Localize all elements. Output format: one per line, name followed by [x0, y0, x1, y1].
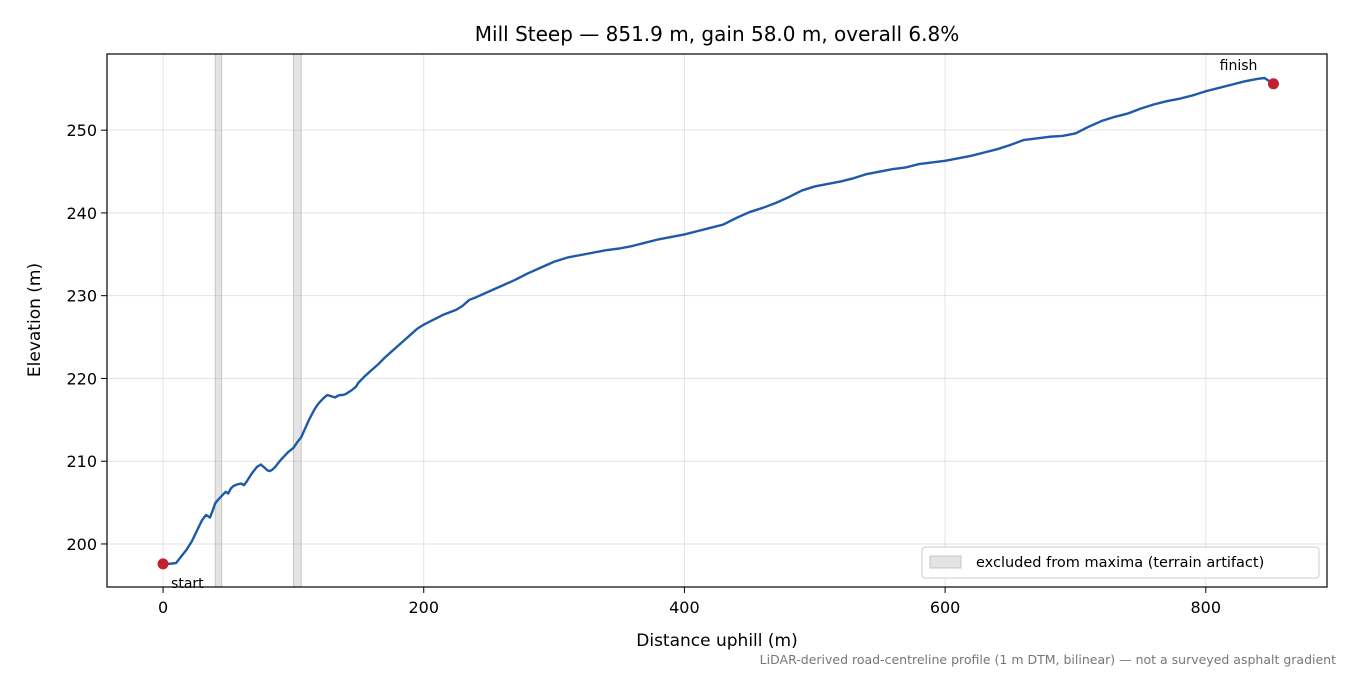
legend: excluded from maxima (terrain artifact) — [921, 546, 1320, 579]
y-axis-label: Elevation (m) — [25, 263, 45, 377]
grid-lines — [107, 54, 1327, 587]
chart-title: Mill Steep — 851.9 m, gain 58.0 m, overa… — [475, 22, 959, 46]
x-tick-label: 400 — [669, 598, 700, 617]
x-tick-label: 200 — [408, 598, 439, 617]
start-label: start — [171, 576, 204, 592]
axis-ticks: 0 200 400 600 800 200 210 220 230 240 250 — [66, 121, 1221, 617]
excluded-band-2 — [292, 53, 302, 588]
elevation-line-layer — [161, 76, 1275, 566]
footnote: LiDAR-derived road-centreline profile (1… — [760, 652, 1336, 667]
excluded-band-1 — [214, 53, 223, 588]
finish-label: finish — [1220, 58, 1258, 74]
endpoint-markers: start finish — [157, 58, 1279, 592]
legend-label: excluded from maxima (terrain artifact) — [976, 555, 1264, 571]
x-tick-label: 600 — [930, 598, 961, 617]
x-tick-label: 0 — [158, 598, 168, 617]
y-tick-label: 220 — [66, 369, 97, 388]
y-tick-label: 210 — [66, 452, 97, 471]
x-axis-label: Distance uphill (m) — [636, 631, 797, 651]
y-tick-label: 240 — [66, 204, 97, 223]
legend-swatch — [929, 555, 962, 569]
legend-box — [921, 546, 1320, 579]
elevation-series-line — [161, 76, 1275, 566]
y-tick-label: 250 — [66, 121, 97, 140]
y-tick-label: 230 — [66, 287, 97, 306]
x-tick-label: 800 — [1191, 598, 1222, 617]
y-tick-label: 200 — [66, 535, 97, 554]
start-marker — [157, 558, 169, 570]
finish-marker — [1267, 78, 1279, 90]
plot-frame — [106, 53, 1328, 588]
excluded-range-bands — [214, 53, 302, 588]
